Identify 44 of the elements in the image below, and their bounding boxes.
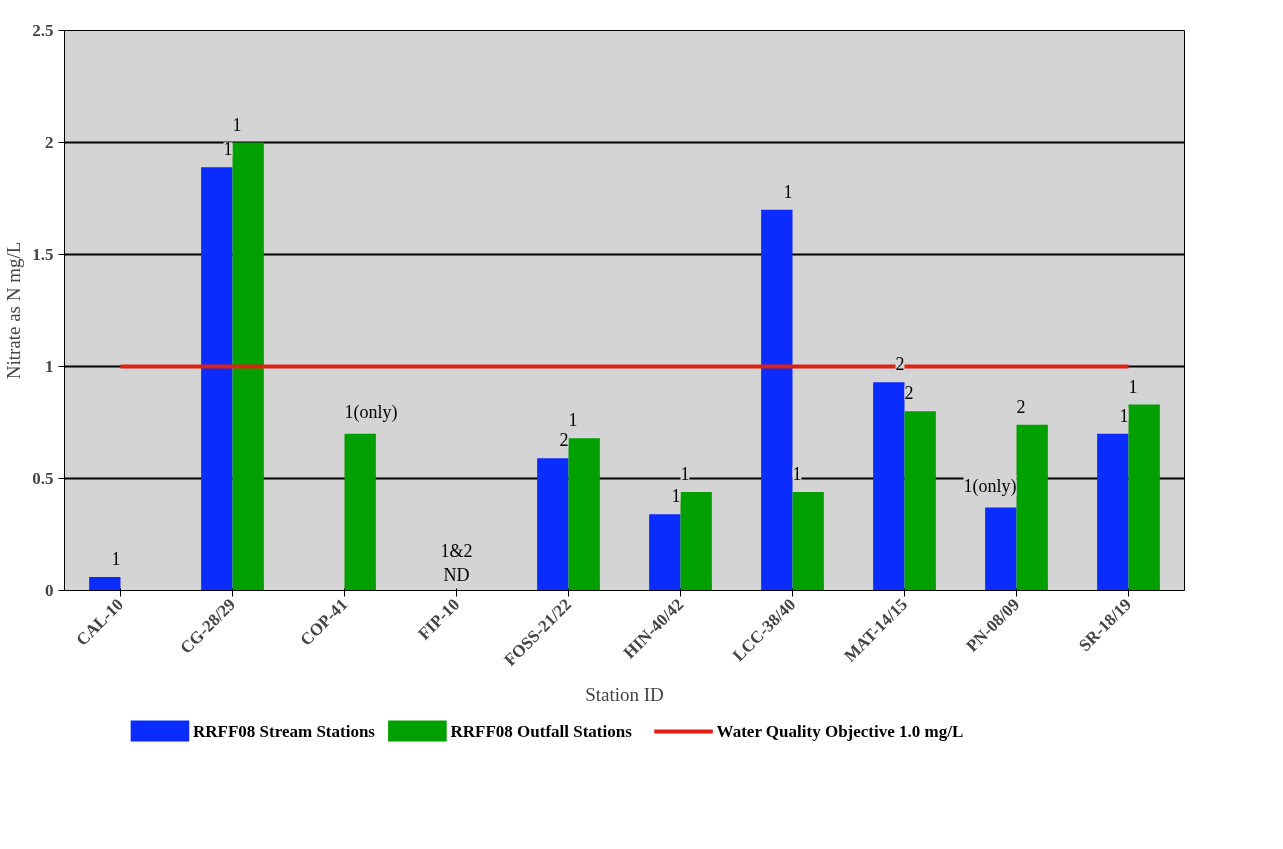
annotation: 2 <box>559 430 569 451</box>
bar <box>792 491 824 591</box>
bar <box>344 433 376 591</box>
annotation: 1 <box>671 486 681 507</box>
annotation: 2 <box>895 354 905 375</box>
bar <box>649 514 681 591</box>
annotation: 1 <box>1128 376 1138 397</box>
bar <box>985 507 1017 591</box>
annotation: 1&2 ND <box>440 540 473 585</box>
bar <box>680 491 712 591</box>
annotation: 1(only) <box>963 475 1017 497</box>
annotation: 1 <box>1119 405 1129 426</box>
bar <box>761 209 793 591</box>
annotation: 1 <box>111 549 121 570</box>
annotation: 1 <box>792 463 802 484</box>
annotation: 1 <box>223 139 233 160</box>
y-axis-title: Nitrate as N mg/L <box>3 241 25 380</box>
x-axis-title: Station ID <box>585 684 664 706</box>
annotation: 1 <box>232 114 242 135</box>
bar <box>201 167 233 591</box>
legend-label: RRFF08 Stream Stations <box>193 722 376 741</box>
bar <box>89 577 121 591</box>
bar <box>1016 424 1048 591</box>
bar <box>568 438 600 591</box>
bar <box>873 382 905 591</box>
annotation: 2 <box>904 383 914 404</box>
bar <box>1128 404 1160 591</box>
annotation: 1 <box>680 463 690 484</box>
annotation: 1 <box>568 410 578 431</box>
annotation: 2 <box>1016 396 1026 417</box>
bar <box>904 411 936 591</box>
y-tick-label: 1 <box>45 357 54 376</box>
annotation: 1(only) <box>344 401 398 423</box>
y-tick-label: 1.5 <box>32 245 54 264</box>
y-tick-label: 0.5 <box>32 469 54 488</box>
y-tick-label: 2.5 <box>32 21 54 40</box>
y-tick-label: 2 <box>45 133 54 152</box>
legend-label: Water Quality Objective 1.0 mg/L <box>716 722 964 741</box>
bar <box>537 458 569 591</box>
bar <box>1097 433 1129 591</box>
legend-label: RRFF08 Outfall Stations <box>450 722 633 741</box>
y-tick-label: 0 <box>45 581 54 600</box>
bar <box>232 142 264 591</box>
annotation: 1 <box>783 181 793 202</box>
